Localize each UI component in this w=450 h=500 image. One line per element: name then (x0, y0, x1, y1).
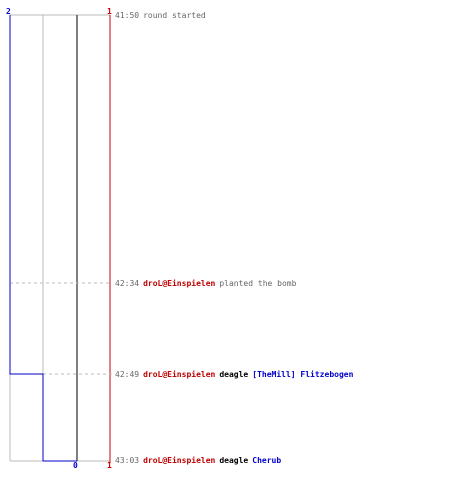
victim-name: [TheMill] Flitzebogen (252, 370, 354, 379)
killer-name: droL@Einspielen (143, 456, 216, 465)
bottom-zero-count: 0 (73, 461, 78, 470)
event-round-start: 41:50 round started (115, 11, 210, 21)
player-name: droL@Einspielen (143, 279, 216, 288)
event-text: round started (143, 11, 206, 20)
event-time: 42:49 (115, 370, 140, 379)
event-time: 41:50 (115, 11, 140, 20)
event-time: 42:34 (115, 279, 140, 288)
event-kill: 42:49 droL@Einspielen deagle [TheMill] Flit… (115, 370, 357, 380)
event-kill: 43:03 droL@Einspielen deagle Cherub (115, 456, 285, 466)
left-team-step-line (9, 15, 77, 462)
left-team-count: 2 (6, 7, 11, 16)
right-team-count: 1 (107, 7, 112, 16)
weapon-name: deagle (219, 456, 249, 465)
event-text: planted the bomb (219, 279, 297, 288)
weapon-name: deagle (219, 370, 249, 379)
event-time: 43:03 (115, 456, 140, 465)
killer-name: droL@Einspielen (143, 370, 216, 379)
event-bomb-plant: 42:34 droL@Einspielen planted the bomb (115, 279, 300, 289)
bottom-right-count: 1 (107, 461, 112, 470)
victim-name: Cherub (252, 456, 282, 465)
